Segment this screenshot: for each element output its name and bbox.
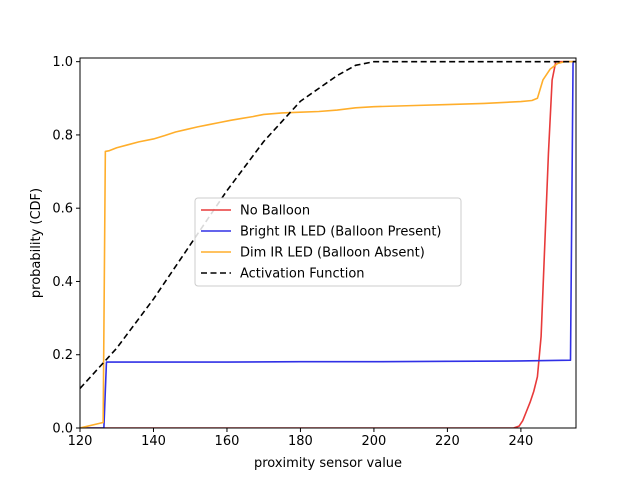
series-line-activation-function	[80, 60, 576, 389]
plot-frame	[79, 57, 577, 429]
x-axis-label: proximity sensor value	[254, 456, 402, 471]
legend-box	[194, 197, 462, 287]
y-tick-label: 0.0	[52, 422, 73, 437]
series-line-bright-ir-led-balloon-present	[80, 60, 576, 428]
x-tick-label: 240	[508, 434, 533, 449]
y-tick-label: 1.0	[52, 55, 73, 70]
legend: No Balloon Bright IR LED (Balloon Present…	[194, 197, 462, 287]
y-tick-label: 0.2	[52, 348, 73, 363]
x-tick-label: 140	[141, 434, 166, 449]
y-tick-label: 0.8	[52, 128, 73, 143]
x-tick-label: 180	[288, 434, 313, 449]
ticks-layer: 120 140 160 180 200 220 240 0.0 0.2 0.4 0.6 0.8 1.0	[52, 55, 533, 449]
x-tick-label: 120	[68, 434, 93, 449]
legend-label: No Balloon	[240, 204, 310, 219]
series-layer	[80, 60, 576, 428]
y-axis-label: probability (CDF)	[29, 188, 44, 298]
y-tick-label: 0.4	[52, 275, 73, 290]
series-line-dim-ir-led-balloon-absent	[80, 60, 576, 428]
y-tick-label: 0.6	[52, 202, 73, 217]
legend-label: Activation Function	[240, 267, 365, 282]
x-tick-label: 220	[435, 434, 460, 449]
x-tick-label: 200	[362, 434, 387, 449]
legend-label: Dim IR LED (Balloon Absent)	[240, 246, 425, 261]
series-line-no-balloon	[80, 60, 576, 428]
x-tick-label: 160	[215, 434, 240, 449]
legend-label: Bright IR LED (Balloon Present)	[240, 225, 442, 240]
